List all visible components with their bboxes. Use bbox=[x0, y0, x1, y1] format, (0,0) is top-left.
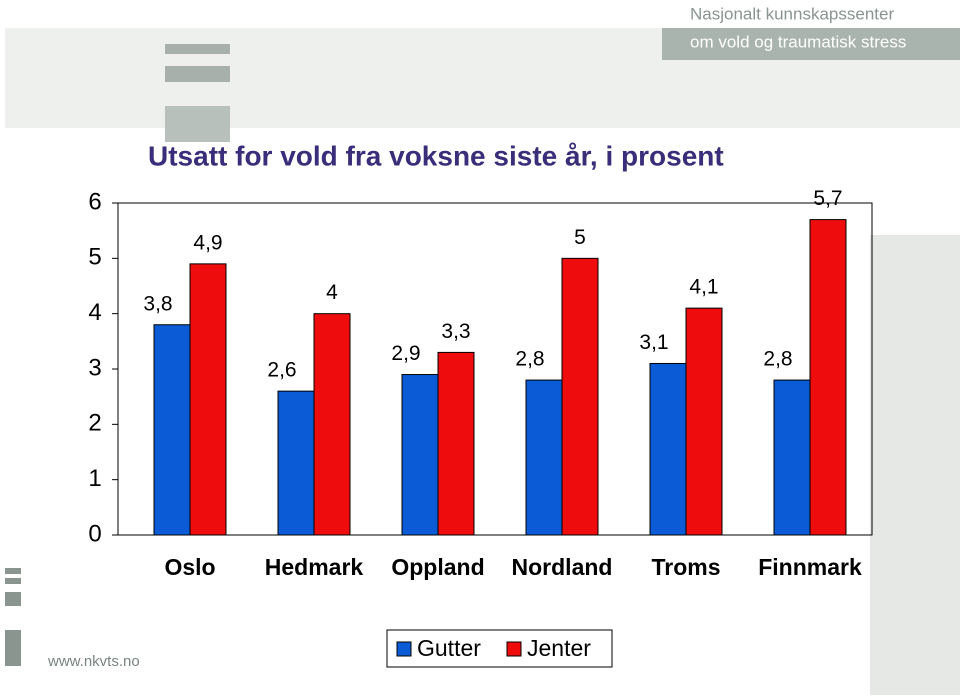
decor bbox=[165, 44, 230, 54]
legend-box bbox=[386, 629, 613, 668]
x-tick-label: Nordland bbox=[512, 554, 613, 580]
legend-label: Gutter bbox=[417, 635, 481, 661]
bar bbox=[561, 257, 599, 536]
y-tick-label: 4 bbox=[88, 299, 101, 326]
bar bbox=[809, 219, 847, 536]
decor bbox=[5, 630, 21, 666]
legend-label: Jenter bbox=[527, 635, 591, 661]
bar bbox=[437, 351, 475, 536]
bar bbox=[401, 374, 439, 536]
value-label: 4,1 bbox=[689, 276, 718, 299]
value-label: 2,8 bbox=[763, 348, 792, 371]
bar bbox=[685, 307, 723, 536]
legend-swatch bbox=[506, 641, 522, 657]
decor bbox=[165, 66, 230, 82]
header-line1: Nasjonalt kunnskapssenter bbox=[690, 4, 894, 23]
value-label: 4,9 bbox=[193, 231, 222, 254]
bar bbox=[773, 379, 811, 536]
bar bbox=[649, 362, 687, 536]
bar bbox=[313, 313, 351, 536]
decor bbox=[5, 592, 21, 606]
value-label: 5,7 bbox=[813, 187, 842, 210]
decor bbox=[165, 106, 230, 142]
bar bbox=[277, 390, 315, 536]
bar bbox=[525, 379, 563, 536]
value-label: 3,8 bbox=[143, 292, 172, 315]
value-label: 2,9 bbox=[391, 342, 420, 365]
value-label: 3,1 bbox=[639, 331, 668, 354]
header-line2: om vold og traumatisk stress bbox=[690, 32, 906, 51]
y-tick-label: 3 bbox=[88, 354, 101, 381]
legend-swatch bbox=[396, 641, 412, 657]
bar bbox=[153, 324, 191, 536]
x-tick-label: Finnmark bbox=[758, 554, 862, 580]
bar bbox=[189, 263, 227, 536]
decor bbox=[870, 235, 960, 695]
value-label: 5 bbox=[574, 226, 586, 249]
value-label: 2,8 bbox=[515, 348, 544, 371]
decor bbox=[5, 568, 21, 574]
header-box bbox=[662, 28, 960, 60]
value-label: 4 bbox=[326, 281, 338, 304]
footer-url: www.nkvts.no bbox=[47, 653, 140, 670]
chart-title: Utsatt for vold fra voksne siste år, i p… bbox=[148, 140, 724, 171]
x-tick-label: Troms bbox=[651, 554, 720, 580]
decor bbox=[5, 578, 21, 584]
value-label: 3,3 bbox=[441, 320, 470, 343]
y-tick-label: 1 bbox=[88, 465, 101, 492]
x-tick-label: Oslo bbox=[164, 554, 215, 580]
y-tick-label: 0 bbox=[88, 520, 101, 547]
x-tick-label: Oppland bbox=[391, 554, 484, 580]
y-tick-label: 6 bbox=[88, 188, 101, 215]
y-tick-label: 5 bbox=[88, 244, 101, 271]
value-label: 2,6 bbox=[267, 359, 296, 382]
x-tick-label: Hedmark bbox=[265, 554, 364, 580]
y-tick-label: 2 bbox=[88, 410, 101, 437]
